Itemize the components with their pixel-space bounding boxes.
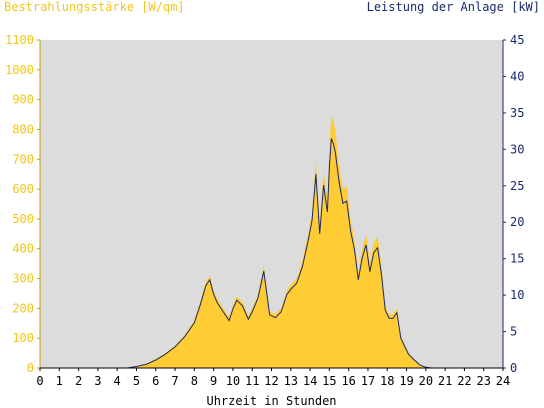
right-tick-label: 35 (510, 106, 524, 120)
x-tick-label: 19 (399, 374, 413, 388)
right-tick-label: 45 (510, 33, 524, 47)
left-tick-label: 1100 (5, 33, 34, 47)
x-tick-label: 15 (322, 374, 336, 388)
x-axis-title: Uhrzeit in Stunden (206, 394, 336, 408)
left-tick-label: 1000 (5, 63, 34, 77)
x-tick-label: 18 (380, 374, 394, 388)
power-line (40, 138, 503, 369)
x-tick-label: 10 (226, 374, 240, 388)
left-tick-label: 800 (12, 122, 34, 136)
right-tick-label: 15 (510, 252, 524, 266)
x-tick-label: 16 (341, 374, 355, 388)
left-tick-label: 0 (27, 361, 34, 375)
irradiance-area (40, 114, 503, 368)
x-tick-label: 22 (457, 374, 471, 388)
right-tick-label: 10 (510, 288, 524, 302)
x-tick-label: 6 (152, 374, 159, 388)
left-tick-label: 900 (12, 93, 34, 107)
x-tick-label: 0 (36, 374, 43, 388)
right-tick-label: 25 (510, 179, 524, 193)
x-tick-label: 2 (75, 374, 82, 388)
x-tick-label: 9 (210, 374, 217, 388)
right-tick-label: 40 (510, 69, 524, 83)
left-tick-label: 500 (12, 212, 34, 226)
x-tick-label: 12 (264, 374, 278, 388)
left-axis-title: Bestrahlungsstärke [W/qm] (4, 0, 185, 14)
x-tick-label: 13 (284, 374, 298, 388)
right-tick-label: 30 (510, 142, 524, 156)
right-tick-label: 5 (510, 325, 517, 339)
x-tick-label: 5 (133, 374, 140, 388)
left-tick-label: 400 (12, 242, 34, 256)
x-tick-label: 20 (419, 374, 433, 388)
right-axis-title: Leistung der Anlage [kW] (366, 0, 540, 14)
left-tick-label: 600 (12, 182, 34, 196)
x-tick-label: 3 (94, 374, 101, 388)
right-tick-label: 0 (510, 361, 517, 375)
right-tick-label: 20 (510, 215, 524, 229)
x-tick-label: 4 (114, 374, 121, 388)
x-tick-label: 8 (191, 374, 198, 388)
x-tick-label: 1 (56, 374, 63, 388)
x-tick-label: 21 (438, 374, 452, 388)
x-tick-label: 23 (476, 374, 490, 388)
left-tick-label: 100 (12, 331, 34, 345)
x-tick-label: 17 (361, 374, 375, 388)
x-tick-label: 14 (303, 374, 317, 388)
x-tick-label: 11 (245, 374, 259, 388)
left-tick-label: 700 (12, 152, 34, 166)
x-tick-label: 7 (171, 374, 178, 388)
left-tick-label: 300 (12, 272, 34, 286)
x-tick-label: 24 (496, 374, 510, 388)
left-tick-label: 200 (12, 301, 34, 315)
